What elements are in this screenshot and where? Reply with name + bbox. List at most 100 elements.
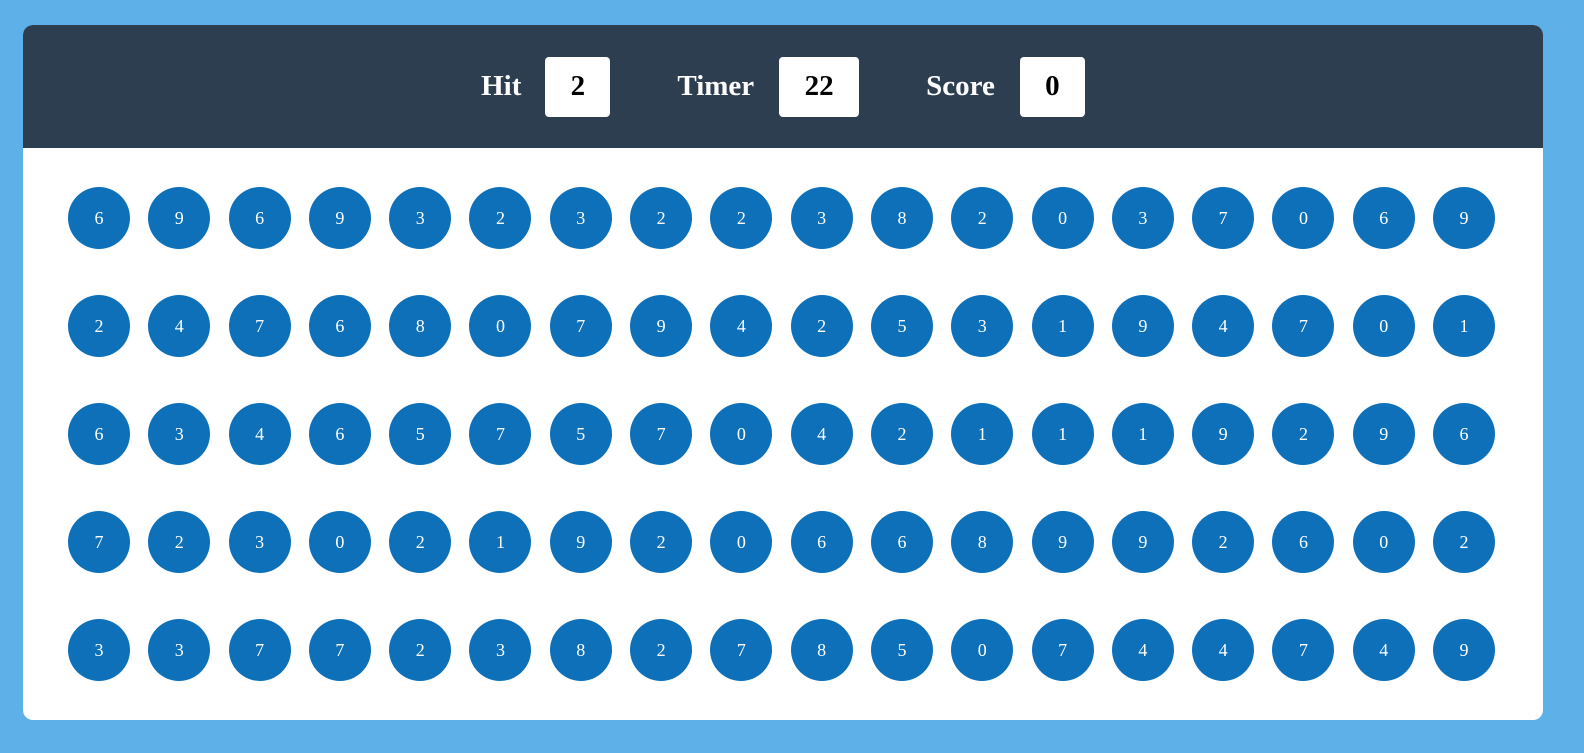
bubble[interactable]: 0 xyxy=(1352,295,1415,357)
bubble[interactable]: 4 xyxy=(228,403,291,465)
bubble[interactable]: 7 xyxy=(1192,187,1255,249)
bubble[interactable]: 3 xyxy=(389,187,452,249)
bubble[interactable]: 6 xyxy=(308,295,371,357)
bubble[interactable]: 1 xyxy=(1111,403,1174,465)
bubble[interactable]: 3 xyxy=(148,403,211,465)
bubble[interactable]: 3 xyxy=(68,619,130,681)
bubble[interactable]: 6 xyxy=(1272,511,1335,573)
bubble[interactable]: 2 xyxy=(389,511,452,573)
bubble[interactable]: 3 xyxy=(228,511,291,573)
bubble[interactable]: 7 xyxy=(630,403,693,465)
bubble[interactable]: 1 xyxy=(951,403,1014,465)
bubble[interactable]: 6 xyxy=(790,511,853,573)
bubble[interactable]: 7 xyxy=(1272,619,1335,681)
bubble[interactable]: 8 xyxy=(790,619,853,681)
bubble[interactable]: 5 xyxy=(870,619,933,681)
bubble[interactable]: 6 xyxy=(68,187,130,249)
bubble[interactable]: 2 xyxy=(630,619,693,681)
bubble[interactable]: 5 xyxy=(389,403,452,465)
bubble[interactable]: 5 xyxy=(549,403,612,465)
bubble[interactable]: 2 xyxy=(710,187,773,249)
bubble[interactable]: 2 xyxy=(870,403,933,465)
hit-value: 2 xyxy=(545,56,611,117)
bubble[interactable]: 7 xyxy=(1031,619,1094,681)
bubble[interactable]: 8 xyxy=(951,511,1014,573)
bubble[interactable]: 0 xyxy=(1272,187,1335,249)
bubble[interactable]: 6 xyxy=(1433,403,1496,465)
bubble[interactable]: 7 xyxy=(469,403,532,465)
bubble[interactable]: 0 xyxy=(951,619,1014,681)
bubble[interactable]: 0 xyxy=(1031,187,1094,249)
bubble[interactable]: 7 xyxy=(549,295,612,357)
bubble[interactable]: 9 xyxy=(308,187,371,249)
bubble[interactable]: 6 xyxy=(68,403,130,465)
bubble[interactable]: 1 xyxy=(1031,295,1094,357)
bubble[interactable]: 6 xyxy=(228,187,291,249)
bubble[interactable]: 4 xyxy=(148,295,211,357)
bubble[interactable]: 9 xyxy=(630,295,693,357)
bubble[interactable]: 9 xyxy=(1352,403,1415,465)
bubble[interactable]: 4 xyxy=(1352,619,1415,681)
bubble[interactable]: 2 xyxy=(951,187,1014,249)
bubble[interactable]: 9 xyxy=(1031,511,1094,573)
bubble[interactable]: 4 xyxy=(1192,295,1255,357)
bubble[interactable]: 4 xyxy=(790,403,853,465)
bubble[interactable]: 1 xyxy=(1031,403,1094,465)
bubble[interactable]: 9 xyxy=(1111,511,1174,573)
stats-bar: Hit 2 Timer 22 Score 0 xyxy=(23,25,1543,148)
bubble[interactable]: 2 xyxy=(469,187,532,249)
bubble[interactable]: 3 xyxy=(549,187,612,249)
hit-label: Hit xyxy=(481,70,522,102)
bubble[interactable]: 7 xyxy=(308,619,371,681)
bubble[interactable]: 2 xyxy=(630,511,693,573)
bubble[interactable]: 6 xyxy=(870,511,933,573)
bubble[interactable]: 7 xyxy=(228,295,291,357)
timer-label: Timer xyxy=(677,70,755,102)
bubble[interactable]: 2 xyxy=(389,619,452,681)
bubble[interactable]: 6 xyxy=(308,403,371,465)
bubble[interactable]: 6 xyxy=(1352,187,1415,249)
bubble[interactable]: 2 xyxy=(630,187,693,249)
bubble[interactable]: 2 xyxy=(790,295,853,357)
bubble[interactable]: 5 xyxy=(870,295,933,357)
bubble[interactable]: 7 xyxy=(68,511,130,573)
bubble[interactable]: 2 xyxy=(1192,511,1255,573)
bubble[interactable]: 4 xyxy=(1111,619,1174,681)
bubble[interactable]: 0 xyxy=(710,403,773,465)
bubble[interactable]: 2 xyxy=(1272,403,1335,465)
bubble[interactable]: 0 xyxy=(1352,511,1415,573)
bubble[interactable]: 3 xyxy=(1111,187,1174,249)
bubble[interactable]: 0 xyxy=(469,295,532,357)
score-value: 0 xyxy=(1019,56,1085,117)
bubble[interactable]: 7 xyxy=(228,619,291,681)
bubble[interactable]: 2 xyxy=(148,511,211,573)
bubble[interactable]: 9 xyxy=(1433,619,1496,681)
bubble[interactable]: 9 xyxy=(549,511,612,573)
bubble[interactable]: 3 xyxy=(469,619,532,681)
bubble[interactable]: 2 xyxy=(68,295,130,357)
bubble[interactable]: 3 xyxy=(790,187,853,249)
bubble[interactable]: 8 xyxy=(389,295,452,357)
bubble[interactable]: 7 xyxy=(1272,295,1335,357)
bubble[interactable]: 9 xyxy=(1433,187,1496,249)
bubble[interactable]: 2 xyxy=(1433,511,1496,573)
bubble[interactable]: 9 xyxy=(1111,295,1174,357)
bubble[interactable]: 9 xyxy=(148,187,211,249)
bubble[interactable]: 9 xyxy=(1192,403,1255,465)
bubble[interactable]: 7 xyxy=(710,619,773,681)
bubble[interactable]: 0 xyxy=(710,511,773,573)
timer-value: 22 xyxy=(779,56,860,117)
bubble[interactable]: 4 xyxy=(1192,619,1255,681)
hit-stat: Hit 2 xyxy=(481,56,611,117)
bubble[interactable]: 1 xyxy=(469,511,532,573)
bubble[interactable]: 0 xyxy=(308,511,371,573)
bubble[interactable]: 8 xyxy=(549,619,612,681)
bubble[interactable]: 3 xyxy=(148,619,211,681)
bubble[interactable]: 3 xyxy=(951,295,1014,357)
score-stat: Score 0 xyxy=(926,56,1085,117)
bubble[interactable]: 8 xyxy=(870,187,933,249)
bubble[interactable]: 1 xyxy=(1433,295,1496,357)
bubble[interactable]: 4 xyxy=(710,295,773,357)
